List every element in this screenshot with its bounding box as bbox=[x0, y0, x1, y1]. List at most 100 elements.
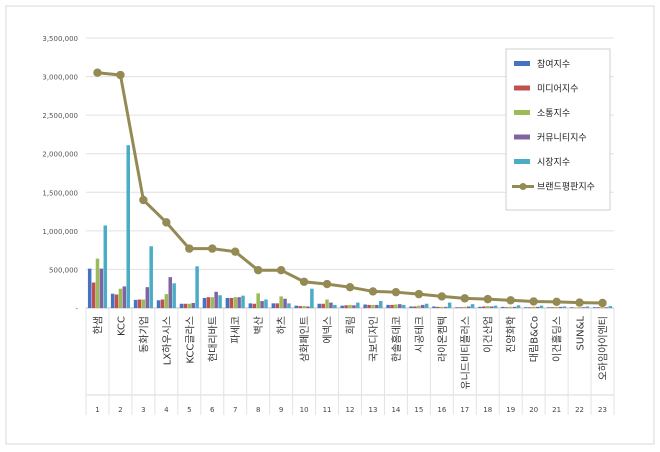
bar bbox=[145, 287, 150, 308]
legend-swatch bbox=[514, 110, 530, 115]
bar bbox=[440, 306, 444, 308]
bar bbox=[367, 304, 371, 308]
category-index: 9 bbox=[279, 406, 283, 414]
category-index: 14 bbox=[391, 406, 400, 414]
line-point bbox=[322, 279, 332, 289]
bar bbox=[287, 303, 291, 308]
category-index: 16 bbox=[437, 406, 446, 414]
category-index: 15 bbox=[414, 406, 423, 414]
bar bbox=[386, 304, 390, 308]
bar bbox=[283, 298, 287, 308]
bar bbox=[413, 306, 417, 308]
line-point bbox=[139, 195, 148, 205]
bar bbox=[187, 303, 192, 308]
line-point bbox=[506, 296, 515, 305]
bar bbox=[592, 307, 597, 308]
bar bbox=[114, 294, 119, 308]
bar bbox=[110, 293, 115, 308]
category-label: 동화기업 bbox=[137, 316, 150, 353]
bar bbox=[87, 268, 92, 308]
category-label: 유니드비티플러스 bbox=[460, 316, 472, 390]
bar bbox=[141, 299, 146, 308]
bar bbox=[463, 306, 467, 308]
category-label: 삼화페인트 bbox=[299, 316, 311, 362]
category-index: 21 bbox=[552, 406, 561, 414]
bar bbox=[149, 246, 153, 308]
legend-marker bbox=[519, 183, 527, 190]
bar bbox=[164, 294, 169, 308]
category-label: 이건산업 bbox=[482, 316, 495, 353]
legend-label: 시장지수 bbox=[537, 157, 570, 168]
y-tick-label: 3,500,000 bbox=[42, 35, 78, 43]
bar bbox=[570, 307, 574, 308]
bar bbox=[183, 303, 188, 308]
bar bbox=[547, 307, 551, 308]
y-tick-label: 500,000 bbox=[49, 266, 78, 274]
category-label: KCC글라스 bbox=[184, 316, 196, 364]
bar bbox=[459, 307, 463, 308]
category-label: 현대리바트 bbox=[207, 316, 219, 362]
bar bbox=[118, 288, 123, 308]
bar bbox=[371, 304, 375, 308]
bar bbox=[248, 303, 253, 308]
line-point bbox=[185, 244, 194, 253]
line-point bbox=[162, 218, 171, 227]
category-label: 한솔홈데코 bbox=[390, 316, 403, 362]
bar bbox=[455, 307, 459, 308]
line-point bbox=[116, 70, 125, 80]
category-label: 이건홀딩스 bbox=[551, 316, 564, 362]
category-index: 19 bbox=[506, 406, 515, 414]
category-label: 라이온켐텍 bbox=[437, 316, 449, 362]
legend-swatch bbox=[514, 85, 530, 91]
bar bbox=[596, 307, 601, 308]
bar bbox=[512, 306, 517, 308]
line-point bbox=[276, 266, 286, 275]
bar bbox=[256, 293, 260, 308]
bar bbox=[348, 304, 352, 308]
bar bbox=[329, 302, 333, 308]
bar bbox=[539, 305, 544, 308]
bar bbox=[390, 304, 394, 308]
category-index: 17 bbox=[460, 406, 469, 414]
bar bbox=[302, 306, 306, 308]
bar bbox=[241, 295, 245, 308]
category-label: 벽산 bbox=[253, 316, 265, 334]
legend-label: 브랜드평판지수 bbox=[537, 182, 595, 193]
legend-swatch bbox=[514, 134, 530, 140]
y-tick-label: - bbox=[75, 305, 78, 313]
bar bbox=[317, 303, 321, 308]
category-label: 파세코 bbox=[230, 316, 242, 344]
category-index: 20 bbox=[529, 406, 538, 414]
bar bbox=[137, 299, 142, 308]
bar bbox=[600, 307, 605, 308]
category-label: 하츠 bbox=[275, 316, 288, 334]
category-label: KCC bbox=[116, 316, 127, 336]
bar bbox=[535, 306, 540, 308]
category-label: 에넥스 bbox=[322, 316, 334, 344]
bar bbox=[179, 303, 184, 308]
bar bbox=[91, 282, 96, 308]
bar bbox=[562, 306, 567, 308]
category-index: 5 bbox=[187, 406, 191, 414]
bar bbox=[122, 286, 127, 308]
y-tick-label: 1,500,000 bbox=[42, 189, 78, 197]
bar bbox=[524, 307, 528, 308]
category-label: LX하우시스 bbox=[160, 316, 173, 365]
line-point bbox=[460, 294, 469, 303]
bar bbox=[550, 307, 555, 308]
bar bbox=[271, 303, 276, 308]
line-point bbox=[231, 247, 240, 256]
line-point bbox=[253, 266, 263, 275]
legend-swatch bbox=[514, 61, 530, 66]
bar bbox=[191, 302, 195, 308]
bar bbox=[214, 291, 218, 308]
bar bbox=[581, 307, 586, 308]
line-point bbox=[208, 244, 217, 253]
bar bbox=[333, 304, 337, 308]
bar bbox=[233, 297, 237, 308]
bar bbox=[531, 306, 536, 308]
legend-label: 커뮤니티지수 bbox=[537, 133, 587, 144]
category-index: 1 bbox=[95, 406, 99, 414]
